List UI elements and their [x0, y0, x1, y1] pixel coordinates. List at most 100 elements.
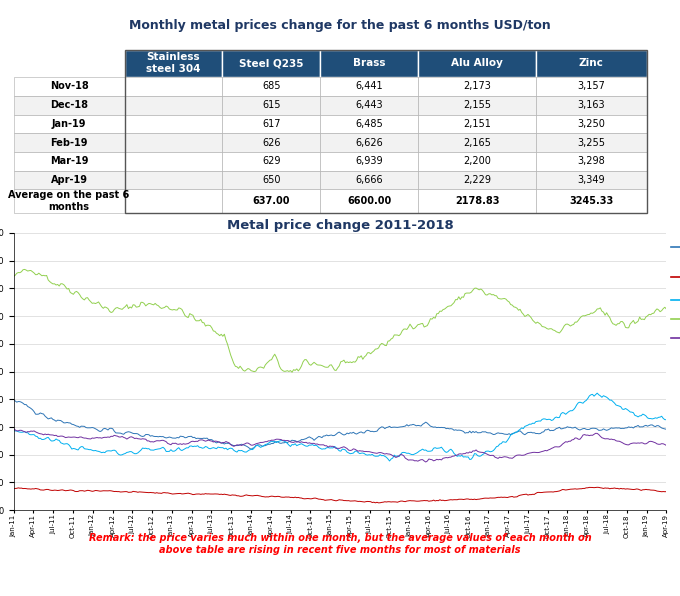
Alu Alloy [214, 438, 222, 445]
Bar [14, 170, 124, 190]
Text: Zinc: Zinc [579, 58, 604, 69]
Bar [222, 152, 320, 170]
Text: 3,250: 3,250 [577, 119, 605, 129]
Bar [124, 96, 222, 114]
Bar [320, 49, 418, 77]
Steel Q235B [10, 485, 18, 492]
Brass [288, 369, 296, 376]
Brass [20, 266, 29, 273]
Stainless steel 304 [16, 398, 24, 405]
Text: Mar-19: Mar-19 [50, 156, 88, 166]
Bar [124, 190, 222, 213]
Stainless steel 304 [247, 446, 255, 453]
Brass [480, 288, 488, 296]
Bar [124, 170, 222, 190]
Bar [14, 134, 124, 152]
Text: 6,485: 6,485 [356, 119, 384, 129]
Stainless steel 304 [662, 426, 670, 433]
Bar [320, 152, 418, 170]
Text: 2,155: 2,155 [463, 100, 491, 110]
Zinc [546, 416, 554, 423]
Text: Average on the past 6
months: Average on the past 6 months [8, 190, 130, 212]
Steel Q235B [478, 495, 486, 502]
Bar [222, 190, 320, 213]
Text: 626: 626 [262, 138, 281, 148]
Text: 6600.00: 6600.00 [347, 196, 392, 206]
Text: Jan-19: Jan-19 [52, 119, 86, 129]
Stainless steel 304 [478, 428, 486, 435]
Bar [536, 134, 647, 152]
Bar [536, 96, 647, 114]
Text: 3,349: 3,349 [577, 175, 605, 185]
Bar [222, 77, 320, 96]
Line: Stainless steel 304: Stainless steel 304 [14, 401, 666, 449]
Text: Apr-19: Apr-19 [50, 175, 88, 185]
Bar [124, 152, 222, 170]
Bar [222, 49, 320, 77]
Alu Alloy [16, 427, 24, 434]
Bar [124, 49, 647, 213]
Brass [16, 269, 24, 276]
Text: 629: 629 [262, 156, 281, 166]
Text: Nov-18: Nov-18 [50, 82, 88, 91]
Bar [536, 190, 647, 213]
Bar [320, 114, 418, 134]
Text: 2,165: 2,165 [463, 138, 491, 148]
Bar [536, 152, 647, 170]
Text: Steel Q235: Steel Q235 [239, 58, 304, 69]
Alu Alloy [546, 446, 554, 453]
Text: 2,173: 2,173 [463, 82, 491, 91]
Stainless steel 304 [214, 439, 222, 446]
Bar [418, 190, 536, 213]
Zinc [10, 427, 18, 434]
Text: Monthly metal prices change for the past 6 months USD/ton: Monthly metal prices change for the past… [129, 19, 551, 32]
Text: 2,151: 2,151 [463, 119, 491, 129]
Bar [222, 114, 320, 134]
Bar [418, 114, 536, 134]
Bar [14, 152, 124, 170]
Bar [222, 134, 320, 152]
Alu Alloy [478, 449, 486, 456]
Text: 615: 615 [262, 100, 281, 110]
Steel Q235B [16, 485, 24, 492]
Bar [418, 49, 536, 77]
Text: 6,443: 6,443 [356, 100, 384, 110]
Text: 3245.33: 3245.33 [569, 196, 613, 206]
Bar [418, 134, 536, 152]
Steel Q235B [214, 491, 222, 498]
Text: 3,163: 3,163 [577, 100, 605, 110]
Bar [320, 190, 418, 213]
Title: Metal price change 2011-2018: Metal price change 2011-2018 [226, 219, 454, 232]
Alu Alloy [10, 425, 18, 432]
Text: Stainless
steel 304: Stainless steel 304 [146, 52, 201, 74]
Zinc [386, 457, 394, 464]
Text: 650: 650 [262, 175, 281, 185]
Steel Q235B [546, 489, 554, 496]
Bar [320, 170, 418, 190]
Bar [536, 49, 647, 77]
Steel Q235B [593, 484, 601, 491]
Bar [124, 114, 222, 134]
Zinc [214, 443, 222, 451]
Text: Remark: the price varies much within one month, but the average values of each m: Remark: the price varies much within one… [88, 533, 592, 555]
Alu Alloy [414, 458, 422, 465]
Bar [320, 77, 418, 96]
Text: 6,666: 6,666 [356, 175, 384, 185]
Text: 2,229: 2,229 [463, 175, 491, 185]
Line: Alu Alloy: Alu Alloy [14, 429, 666, 462]
Text: Dec-18: Dec-18 [50, 100, 88, 110]
Steel Q235B [497, 493, 505, 501]
Bar [418, 77, 536, 96]
Stainless steel 304 [546, 427, 554, 434]
Bar [222, 170, 320, 190]
Text: Alu Alloy: Alu Alloy [451, 58, 503, 69]
Text: 685: 685 [262, 82, 281, 91]
Stainless steel 304 [10, 397, 18, 404]
Text: 3,255: 3,255 [577, 138, 605, 148]
Text: 6,626: 6,626 [356, 138, 384, 148]
Steel Q235B [415, 498, 424, 505]
Bar [14, 190, 124, 213]
Brass [498, 295, 507, 302]
Line: Zinc: Zinc [14, 393, 666, 461]
Bar [320, 96, 418, 114]
